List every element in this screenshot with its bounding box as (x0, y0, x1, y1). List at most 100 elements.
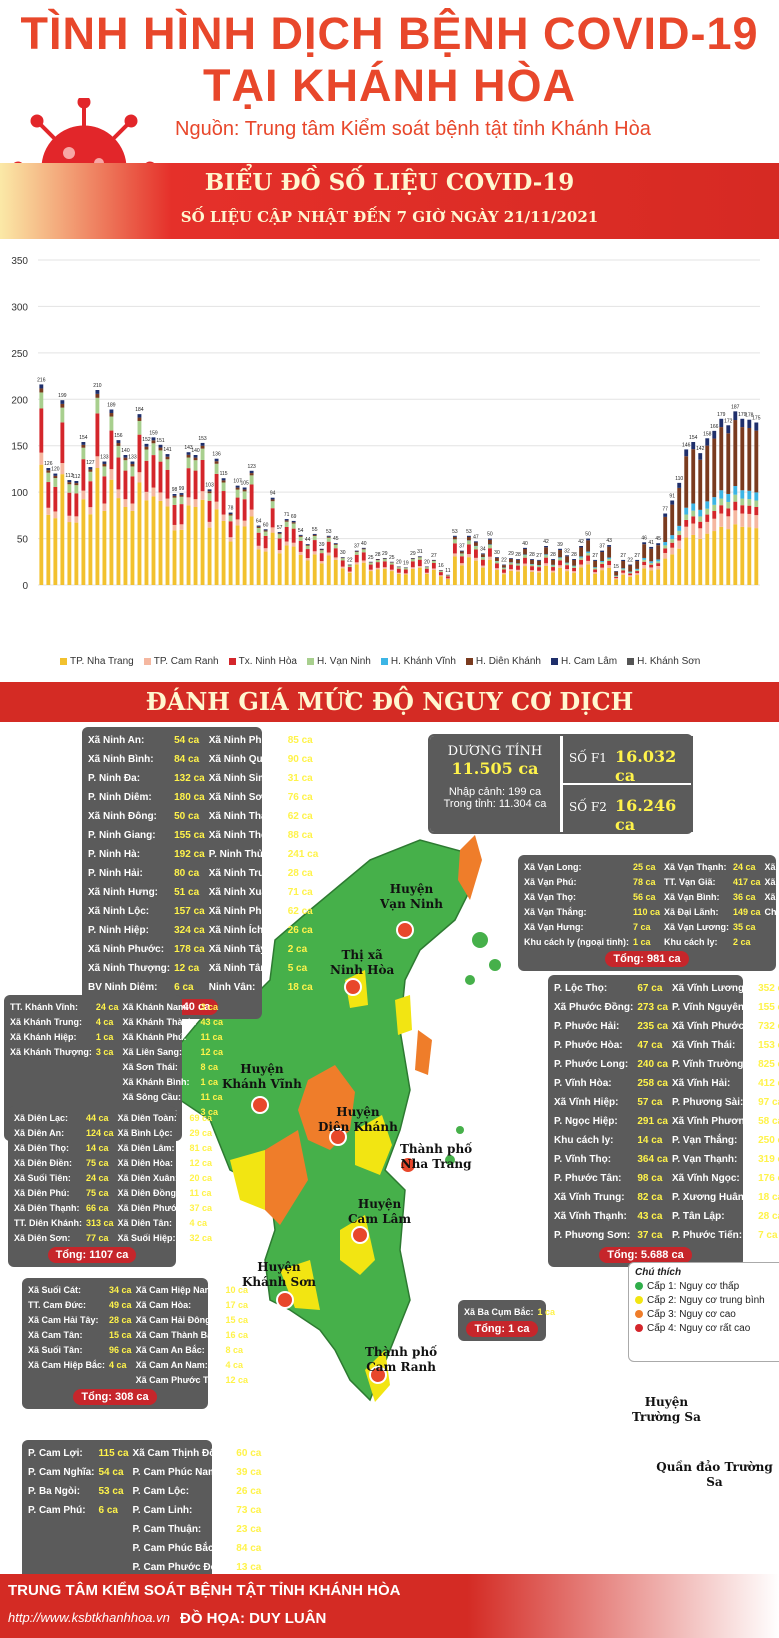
bar-segment (53, 511, 58, 519)
table-row: Xã Suối Cát: 34 ca Xã Cam Hiệp Nam: 10 ca (26, 1282, 250, 1297)
bar-segment (403, 574, 408, 585)
bar-segment (305, 544, 310, 546)
ward-name: Xã Cam Thịnh Đông: (132, 1448, 231, 1459)
data-label: 42 (578, 539, 584, 545)
ward-name: Xã Ninh Trung: (208, 868, 280, 879)
table-row: Khu cách ly (ngoại tỉnh): 1 ca Khu cách ly… (522, 934, 779, 949)
bar-segment (635, 559, 640, 562)
ward-name: Xã Cam Hiệp Nam: (135, 1284, 216, 1295)
bar-segment (600, 570, 605, 585)
ward-name: Xã Khánh Hiệp: (10, 1031, 77, 1042)
data-label: 179 (738, 412, 747, 418)
ward-name: Xã Bình Lộc: (117, 1127, 173, 1138)
bar-segment (733, 420, 738, 487)
bar-segment (340, 560, 345, 567)
case-count: 84 ca (174, 754, 200, 765)
bar-segment (719, 498, 724, 506)
bar-segment (305, 558, 310, 561)
bar-segment (186, 457, 191, 469)
ward-name: TT. Vạn Giã: (664, 876, 716, 887)
case-count: 115 ca (98, 1448, 129, 1459)
bar-segment (579, 546, 584, 548)
bar-segment (396, 568, 401, 573)
bar-segment (614, 579, 619, 585)
data-label: 31 (417, 549, 423, 555)
bar-segment (137, 482, 142, 585)
case-count: 43 ca (637, 1211, 663, 1222)
bar-segment (509, 570, 513, 585)
bar-segment (81, 499, 86, 585)
banner-title: BIỂU ĐỒ SỐ LIỆU COVID-19 (204, 169, 575, 196)
bar-segment (649, 570, 654, 585)
bar-segment (523, 555, 527, 558)
bar-segment (81, 444, 86, 448)
ward-name: Khu cách ly (ngoại tỉnh): (524, 936, 629, 947)
bar-segment (558, 560, 562, 566)
bar-segment (256, 549, 261, 585)
bar-segment (263, 535, 268, 549)
ward-name: Xã Cam Tân: (28, 1329, 83, 1340)
district-total: Tổng: 308 ca (73, 1389, 157, 1405)
data-label: 45 (655, 536, 661, 542)
bar-segment (116, 498, 121, 585)
bar-segment (740, 498, 745, 506)
bar-segment (684, 507, 689, 515)
bar-segment (88, 469, 93, 472)
bar-segment (509, 558, 513, 559)
footer: TRUNG TÂM KIỂM SOÁT BỆNH TẬT TỈNH KHÁNH … (0, 1574, 779, 1638)
case-count: 352 ca (758, 983, 779, 994)
bar-segment (116, 445, 121, 458)
bar-segment (221, 482, 226, 492)
ward-name: P. Ninh Thủy: (208, 849, 272, 860)
bar-segment (621, 560, 626, 569)
case-count: 23 ca (236, 1524, 262, 1535)
bar-segment (649, 561, 654, 563)
case-count: 37 ca (189, 1202, 212, 1213)
bar-segment (270, 532, 275, 585)
ward-name: P. Cam Nghĩa: (28, 1467, 95, 1478)
bar-segment (284, 520, 289, 522)
ward-name: Xã Vạn Hưng: (524, 921, 584, 932)
bar-segment (158, 461, 163, 493)
y-tick-label: 350 (11, 256, 28, 267)
ward-name: P. Ninh Hiệp: (88, 925, 149, 936)
table-row: P. Vĩnh Thọ: 364 caP. Vạn Thạnh: 319 ca (552, 1150, 779, 1169)
bar-segment (614, 576, 619, 577)
bar-segment (375, 560, 380, 563)
ward-name: P. Vạn Thạnh: (671, 1154, 738, 1165)
table-row: Khu cách ly: 14 ca P. Vạn Thắng: 250 ca (552, 1131, 779, 1150)
bar-segment (151, 437, 156, 441)
footer-url[interactable]: http://www.ksbtkhanhhoa.vn (8, 1610, 170, 1625)
case-count: 34 ca (109, 1284, 132, 1295)
bar-segment (172, 530, 177, 585)
case-count: 7 ca (633, 921, 651, 932)
bar-segment (249, 475, 254, 485)
district-table: Xã Vạn Long: 25 ca Xã Vạn Thạnh: 24 ca Xã Vạ… (522, 859, 779, 949)
ward-name: Xã Diên Lâm: (117, 1142, 175, 1153)
table-row: Xã Vĩnh Hiệp: 57 ca P. Phương Sài: 97 ca (552, 1093, 779, 1112)
case-count: 60 ca (236, 1448, 262, 1459)
bar-segment (586, 564, 591, 585)
bar-segment (123, 499, 128, 507)
main-title-line2: TẠI KHÁNH HÒA (203, 60, 576, 111)
bar-segment (235, 487, 240, 490)
data-label: 210 (93, 383, 102, 389)
bar-segment (523, 549, 527, 555)
bar-segment (635, 571, 640, 574)
data-label: 37 (599, 544, 605, 550)
ward-name: Xã Vạn Thọ: (524, 891, 577, 902)
table-row: P. Cam Phước Đông: 13 ca (26, 1558, 263, 1577)
ward-name: Xã Vĩnh Thạnh: (554, 1211, 627, 1222)
bar-segment (116, 457, 121, 490)
table-row: P. Phước Tân: 98 ca Xã Vĩnh Ngọc: 176 ca (552, 1169, 779, 1188)
bar-segment (347, 571, 352, 573)
bar-segment (572, 567, 576, 572)
table-row: Xã Cam Tân: 15 ca Xã Cam Thành Bắc: 16 ca (26, 1327, 250, 1342)
data-label: 29 (508, 551, 514, 557)
bar-segment (74, 516, 79, 523)
bar-segment (607, 568, 612, 585)
ward-name: P. Vĩnh Thọ: (554, 1154, 612, 1165)
table-row: Xã Ninh Đông: 50 ca Xã Ninh Thân: 62 ca (86, 807, 320, 826)
bar-segment (635, 561, 640, 569)
bar-segment (144, 443, 149, 447)
